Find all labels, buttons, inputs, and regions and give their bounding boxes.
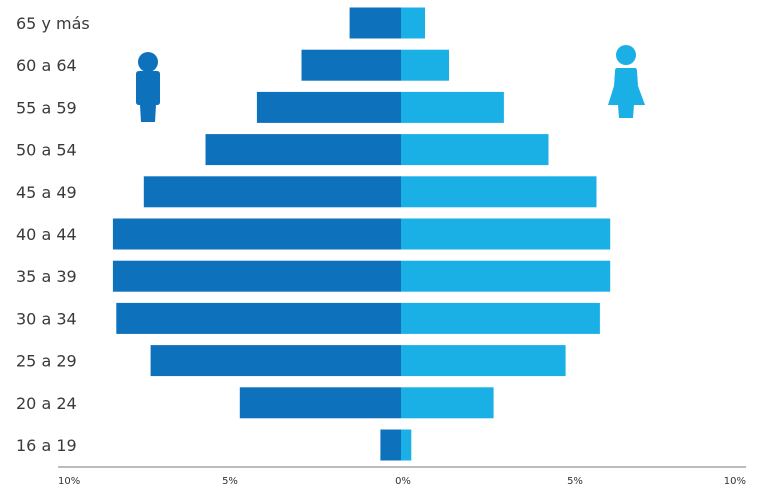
male-bar-4 (143, 176, 402, 208)
female-bar-6 (401, 260, 611, 292)
category-label-5: 40 a 44 (16, 225, 77, 244)
category-label-10: 16 a 19 (16, 436, 77, 455)
male-bar-2 (256, 91, 401, 123)
bars-group (112, 7, 611, 461)
female-icon (608, 45, 645, 118)
x-tick-label-4: 10% (724, 476, 746, 487)
male-icon (136, 52, 160, 122)
category-labels: 65 y más 60 a 64 55 a 59 50 a 54 45 a 49 40 a… (16, 14, 90, 455)
male-bar-1 (301, 49, 401, 81)
female-bar-8 (401, 345, 566, 377)
male-bar-10 (380, 429, 401, 461)
category-label-3: 50 a 54 (16, 141, 77, 160)
x-tick-labels: 10% 5% 0% 5% 10% (58, 476, 746, 487)
category-label-8: 25 a 29 (16, 352, 77, 371)
male-bar-7 (116, 302, 402, 334)
male-bar-5 (112, 218, 402, 250)
category-label-1: 60 a 64 (16, 56, 77, 75)
male-bar-3 (205, 134, 401, 166)
female-bar-7 (401, 302, 600, 334)
category-label-2: 55 a 59 (16, 98, 77, 117)
male-bar-0 (349, 7, 401, 39)
x-tick-label-1: 5% (222, 476, 238, 487)
female-bar-9 (401, 387, 494, 419)
male-bar-9 (239, 387, 401, 419)
male-bar-6 (112, 260, 402, 292)
female-bar-3 (401, 134, 549, 166)
x-tick-label-3: 5% (567, 476, 583, 487)
category-label-7: 30 a 34 (16, 309, 77, 328)
female-bar-1 (401, 49, 449, 81)
category-label-9: 20 a 24 (16, 394, 77, 413)
female-bar-5 (401, 218, 611, 250)
female-bar-2 (401, 91, 504, 123)
x-tick-label-0: 10% (58, 476, 80, 487)
female-bar-4 (401, 176, 597, 208)
category-label-0: 65 y más (16, 14, 90, 33)
category-label-6: 35 a 39 (16, 267, 77, 286)
female-bar-0 (401, 7, 425, 39)
female-bar-10 (401, 429, 412, 461)
male-bar-8 (150, 345, 401, 377)
category-label-4: 45 a 49 (16, 183, 77, 202)
x-tick-label-2: 0% (395, 476, 411, 487)
